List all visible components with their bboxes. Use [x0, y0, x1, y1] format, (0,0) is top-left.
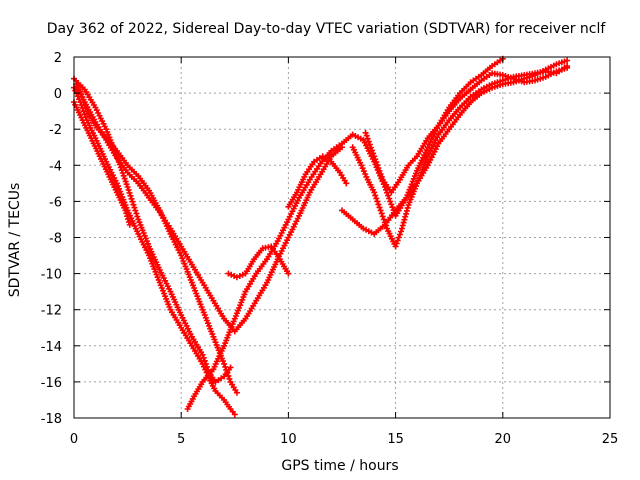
- series-markers: [225, 243, 292, 281]
- x-tick-label: 25: [602, 432, 619, 447]
- x-tick-label: 15: [387, 432, 404, 447]
- y-tick-label: -12: [41, 304, 62, 319]
- series-markers: [362, 64, 571, 196]
- axis-ticks: [73, 56, 611, 419]
- series-track-b: [71, 99, 133, 228]
- x-tick-labels: 0 5 10 15 20 25: [70, 432, 618, 447]
- y-tick-label: -8: [49, 232, 62, 247]
- x-axis-title: GPS time / hours: [281, 458, 398, 474]
- grid-lines: [74, 57, 610, 418]
- series-markers: [285, 153, 350, 210]
- series-track-c: [73, 81, 345, 335]
- series-track-g: [225, 243, 292, 281]
- series-track-e: [77, 88, 240, 396]
- series-track-h: [285, 153, 350, 210]
- y-tick-label: -6: [49, 195, 62, 210]
- data-series: [71, 55, 571, 418]
- series-line: [341, 59, 568, 236]
- y-tick-label: 2: [54, 51, 62, 66]
- y-tick-label: 0: [54, 87, 62, 102]
- series-markers: [184, 55, 506, 412]
- series-markers: [339, 57, 571, 237]
- y-tick-label: -16: [41, 376, 62, 391]
- y-axis-title: SDTVAR / TECUs: [7, 183, 23, 298]
- y-tick-label: -18: [41, 412, 62, 427]
- series-markers: [73, 81, 345, 335]
- y-tick-label: -10: [41, 268, 62, 283]
- x-tick-label: 20: [495, 432, 512, 447]
- y-tick-label: -4: [49, 159, 62, 174]
- series-track-j: [339, 57, 571, 237]
- x-tick-label: 5: [177, 432, 185, 447]
- x-tick-label: 0: [70, 432, 78, 447]
- chart-title: Day 362 of 2022, Sidereal Day-to-day VTE…: [47, 21, 607, 37]
- series-markers: [77, 88, 240, 396]
- y-tick-label: -2: [49, 123, 62, 138]
- y-tick-label: -14: [41, 340, 62, 355]
- y-tick-labels: 2 0 -2 -4 -6 -8 -10 -12 -14 -16 -18: [41, 51, 62, 427]
- series-track-f: [184, 55, 506, 412]
- x-tick-label: 10: [280, 432, 297, 447]
- series-track-k: [362, 64, 571, 196]
